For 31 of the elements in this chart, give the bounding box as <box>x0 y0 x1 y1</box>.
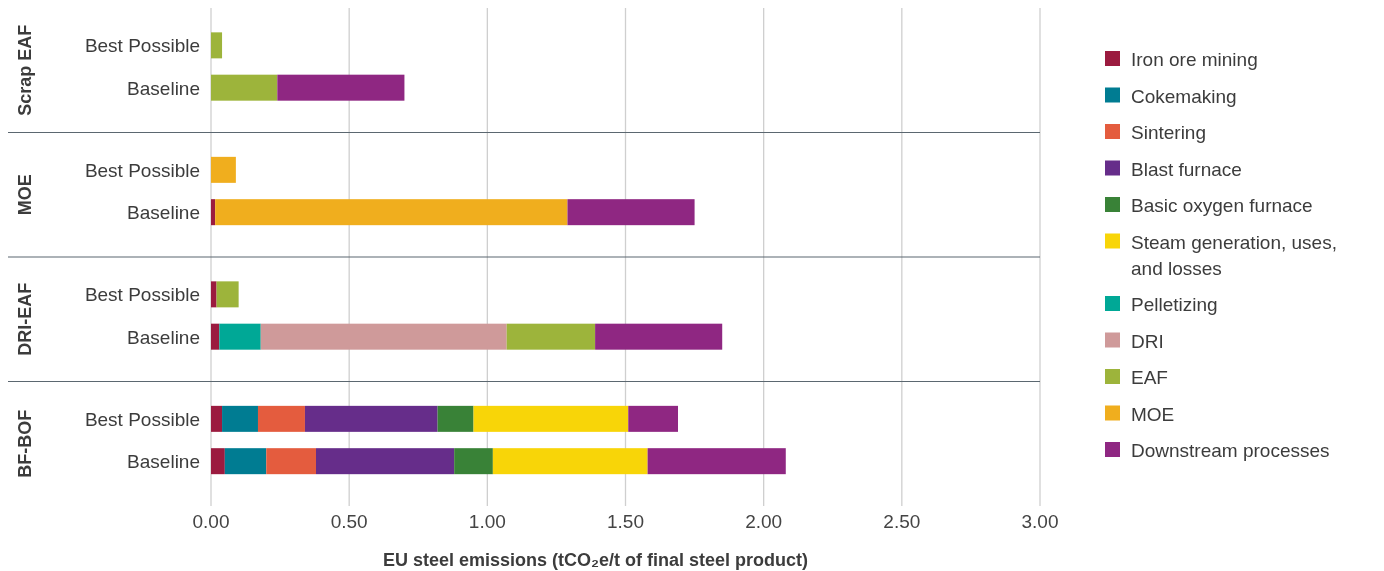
legend-label: Pelletizing <box>1131 294 1218 315</box>
text: Scrap EAF <box>15 24 35 116</box>
legend-label: Downstream processes <box>1131 440 1330 461</box>
legend-label: Steam generation, uses, and losses <box>1131 231 1337 279</box>
x-tick-label: 1.00 <box>468 511 506 532</box>
y-tick-label: Best Possible <box>84 408 200 430</box>
legend-label: Basic oxygen furnace <box>1131 195 1313 216</box>
x-tick-label: 2.50 <box>883 511 921 532</box>
x-tick-label: 2.00 <box>745 511 783 532</box>
x-tick-label: 0.00 <box>192 511 230 532</box>
legend-label: Sintering <box>1131 122 1206 143</box>
text: DRI-EAF <box>15 282 35 356</box>
text: MOE <box>15 174 35 216</box>
legend-label: EAF <box>1131 367 1168 388</box>
legend-label: DRI <box>1131 330 1164 352</box>
legend-label: Iron ore mining <box>1131 49 1258 70</box>
x-axis-title: EU steel emissions (tCO₂e/t of final steel product) <box>382 550 809 570</box>
y-tick-label: Best Possible <box>84 159 200 181</box>
x-tick-label: 0.50 <box>330 511 368 532</box>
y-tick-label: Baseline <box>127 326 200 348</box>
y-tick-label: Best Possible <box>84 35 200 57</box>
legend-label: Cokemaking <box>1131 85 1237 107</box>
legend-label: MOE <box>1131 403 1175 425</box>
x-tick-label: 3.00 <box>1021 511 1059 532</box>
legend-label: Blast furnace <box>1131 158 1242 180</box>
text: BF-BOF <box>15 409 35 478</box>
y-tick-label: Baseline <box>127 202 200 224</box>
x-tick-label: 1.50 <box>607 511 644 532</box>
y-tick-label: Best Possible <box>84 284 200 306</box>
y-tick-label: Baseline <box>127 77 200 99</box>
y-tick-label: Baseline <box>127 451 200 473</box>
